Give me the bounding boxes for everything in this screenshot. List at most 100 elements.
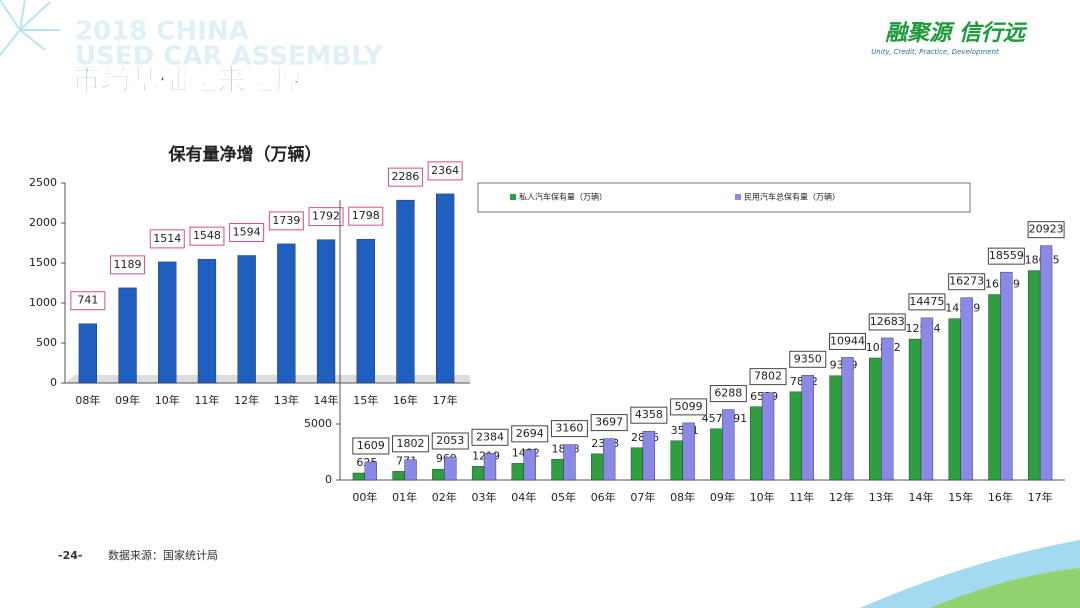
bar — [352, 472, 366, 481]
y-tick-label: 0 — [50, 376, 57, 389]
decoration — [0, 0, 60, 56]
y-tick-label: 0 — [325, 473, 332, 486]
label-box — [987, 247, 1025, 265]
value-label: 7802 — [754, 370, 782, 383]
bar — [316, 239, 336, 384]
logo: 融聚源 信行远 — [885, 21, 1028, 46]
value-label: 1792 — [312, 210, 340, 223]
bar — [277, 243, 296, 384]
value-label: 20923 — [1029, 223, 1064, 236]
bar — [869, 357, 882, 481]
bar — [396, 199, 415, 384]
bar — [511, 463, 524, 481]
value-label: 16273 — [949, 275, 984, 288]
bar — [682, 422, 695, 481]
value-label: 18559 — [989, 249, 1024, 262]
x-tick-label: 16年 — [988, 490, 1013, 504]
page-number: -24- — [58, 549, 82, 562]
value-label: 6288 — [714, 387, 742, 400]
x-tick-label: 08年 — [75, 393, 100, 407]
label-box — [908, 293, 946, 311]
x-tick-label: 15年 — [948, 490, 973, 504]
x-tick-label: 01年 — [392, 490, 417, 504]
x-tick-label: 06年 — [591, 490, 616, 504]
legend-swatch — [510, 194, 516, 200]
label-box — [550, 420, 588, 438]
value-label: 1548 — [193, 229, 221, 242]
bar — [801, 375, 814, 481]
label-box — [392, 435, 430, 453]
chart-title: 保有量净增（万辆） — [168, 144, 322, 165]
value-label: 1594 — [233, 225, 261, 238]
x-tick-label: 13年 — [869, 490, 894, 504]
value-label: 2053 — [436, 434, 464, 447]
watermark: 2018 CHINA — [75, 17, 249, 47]
label-box — [670, 398, 708, 416]
value-label: 1798 — [352, 209, 380, 222]
bar — [630, 447, 644, 481]
label-box — [511, 425, 549, 443]
bar — [432, 468, 445, 481]
label-box — [630, 406, 668, 424]
x-tick-label: 13年 — [274, 393, 299, 407]
legend-label: 私人汽车保有量（万辆） — [519, 192, 607, 202]
bar — [197, 258, 217, 384]
label-box — [387, 167, 423, 187]
label-box — [431, 432, 469, 450]
value-label: 1739 — [272, 214, 300, 227]
bar — [789, 391, 803, 481]
bar — [920, 317, 934, 481]
label-box — [1027, 221, 1065, 239]
x-tick-label: 14年 — [314, 393, 339, 407]
x-tick-label: 09年 — [710, 490, 735, 504]
value-label: 10944 — [830, 334, 865, 347]
label-box — [348, 206, 384, 226]
bar — [1039, 245, 1053, 481]
bar — [988, 294, 1001, 481]
bar — [1000, 271, 1013, 481]
value-label: 12683 — [870, 315, 905, 328]
x-tick-label: 10年 — [750, 490, 775, 504]
x-tick-label: 12年 — [234, 393, 259, 407]
value-label: 9350 — [794, 352, 822, 365]
value-label: 1802 — [397, 437, 425, 450]
label-box — [590, 414, 628, 432]
x-tick-label: 11年 — [194, 393, 219, 407]
bar — [404, 459, 417, 481]
x-tick-label: 12年 — [829, 490, 854, 504]
legend-label: 民用汽车总保有量（万辆） — [744, 192, 840, 202]
bar — [602, 438, 616, 481]
bar — [881, 337, 894, 481]
label-box — [828, 332, 866, 350]
x-tick-label: 17年 — [433, 393, 458, 407]
bar — [591, 453, 604, 481]
bar — [829, 375, 842, 481]
x-tick-label: 09年 — [115, 393, 140, 407]
label-box — [948, 273, 986, 291]
label-box — [149, 229, 185, 249]
label-box — [709, 385, 747, 403]
value-label: 3160 — [555, 422, 583, 435]
bar — [237, 255, 256, 384]
y-tick-label: 1000 — [29, 296, 57, 309]
x-tick-label: 05年 — [551, 490, 576, 504]
value-label: 741 — [77, 294, 98, 307]
value-label: 2286 — [391, 170, 419, 183]
value-label: 2694 — [516, 427, 544, 440]
value-label: 1189 — [114, 258, 142, 271]
label-box — [229, 222, 265, 242]
bar — [670, 440, 683, 481]
x-tick-label: 02年 — [432, 490, 457, 504]
bar — [436, 193, 455, 384]
x-tick-label: 00年 — [352, 490, 377, 504]
x-tick-label: 03年 — [472, 490, 497, 504]
watermark: USED CAR ASSEMBLY — [75, 42, 384, 72]
y-tick-label: 5000 — [304, 417, 332, 430]
label-box — [868, 313, 906, 331]
value-label: 5099 — [675, 400, 703, 413]
logo-subtitle: Unity, Credit, Practice, Development — [871, 48, 999, 56]
slide-title: 市场基础越来越厚 — [72, 63, 304, 97]
value-label: 3697 — [595, 416, 623, 429]
x-tick-label: 15年 — [353, 393, 378, 407]
